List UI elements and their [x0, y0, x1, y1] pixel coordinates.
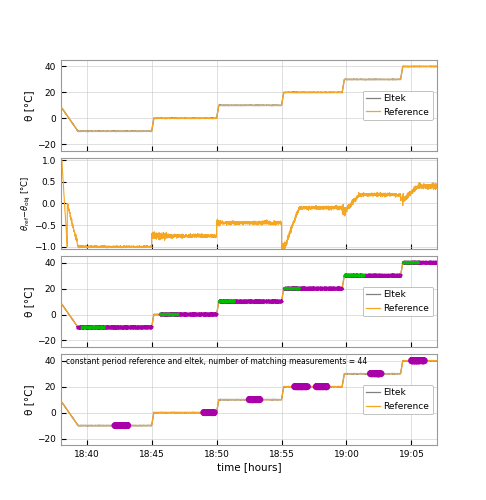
Reference	[429, 260, 434, 266]
Eltek	[236, 396, 242, 402]
Eltek	[297, 286, 303, 292]
Reference	[58, 301, 64, 307]
Eltek	[85, 128, 91, 134]
Reference	[137, 422, 142, 428]
Line: Reference: Reference	[61, 66, 437, 132]
Y-axis label: θ [°C]: θ [°C]	[24, 286, 34, 317]
Eltek	[85, 325, 91, 331]
Line: Eltek: Eltek	[61, 360, 437, 426]
Reference	[429, 64, 434, 70]
Reference	[194, 312, 200, 318]
Eltek	[137, 324, 142, 330]
Eltek	[412, 358, 417, 364]
Eltek	[434, 358, 440, 364]
Reference	[194, 116, 200, 121]
Eltek	[405, 358, 411, 364]
Reference	[137, 324, 142, 330]
Reference	[434, 64, 440, 70]
Reference	[236, 396, 242, 402]
Reference	[281, 90, 287, 96]
Line: Eltek: Eltek	[61, 262, 437, 328]
Y-axis label: θ [°C]: θ [°C]	[24, 90, 34, 120]
Line: Reference: Reference	[61, 262, 437, 328]
Reference	[121, 128, 127, 134]
Eltek	[405, 64, 411, 70]
Reference	[121, 324, 127, 330]
Eltek	[58, 399, 64, 405]
Reference	[58, 399, 64, 405]
Eltek	[236, 298, 242, 304]
Eltek	[434, 64, 440, 70]
Eltek	[137, 128, 142, 134]
Reference	[121, 422, 127, 428]
Legend: Eltek, Reference: Eltek, Reference	[363, 90, 433, 120]
Eltek	[297, 90, 303, 96]
Eltek	[194, 116, 200, 121]
Reference	[194, 410, 200, 416]
Eltek	[281, 286, 287, 292]
Eltek	[412, 260, 417, 266]
Line: Reference: Reference	[61, 360, 437, 426]
Reference	[236, 298, 242, 304]
Reference	[434, 260, 440, 266]
Legend: Eltek, Reference: Eltek, Reference	[363, 384, 433, 414]
Reference	[429, 358, 434, 364]
Eltek	[281, 384, 287, 390]
Text: constant period reference and eltek, number of matching measurements = 44: constant period reference and eltek, num…	[67, 357, 367, 366]
Eltek	[281, 90, 287, 96]
Reference	[297, 90, 303, 96]
Eltek	[194, 410, 200, 416]
Eltek	[58, 105, 64, 111]
Eltek	[297, 384, 303, 390]
Reference	[405, 260, 411, 266]
Eltek	[236, 102, 242, 108]
Y-axis label: θ [°C]: θ [°C]	[24, 384, 34, 415]
Eltek	[137, 422, 142, 428]
Legend: Eltek, Reference: Eltek, Reference	[363, 286, 433, 316]
Eltek	[405, 260, 411, 266]
Reference	[236, 102, 242, 108]
Reference	[137, 128, 142, 134]
Reference	[281, 384, 287, 390]
Line: Eltek: Eltek	[61, 66, 437, 132]
Reference	[405, 64, 411, 70]
Reference	[297, 286, 303, 292]
Reference	[297, 384, 303, 390]
X-axis label: time [hours]: time [hours]	[217, 462, 281, 471]
Y-axis label: $\theta_\mathrm{ref}$$-$$\theta_\mathrm{obj}$ [°C]: $\theta_\mathrm{ref}$$-$$\theta_\mathrm{…	[19, 176, 33, 231]
Reference	[58, 105, 64, 111]
Eltek	[58, 301, 64, 307]
Eltek	[85, 423, 91, 429]
Reference	[405, 358, 411, 364]
Reference	[434, 358, 440, 364]
Eltek	[412, 63, 417, 69]
Eltek	[434, 260, 440, 266]
Reference	[281, 286, 287, 292]
Eltek	[194, 312, 200, 318]
